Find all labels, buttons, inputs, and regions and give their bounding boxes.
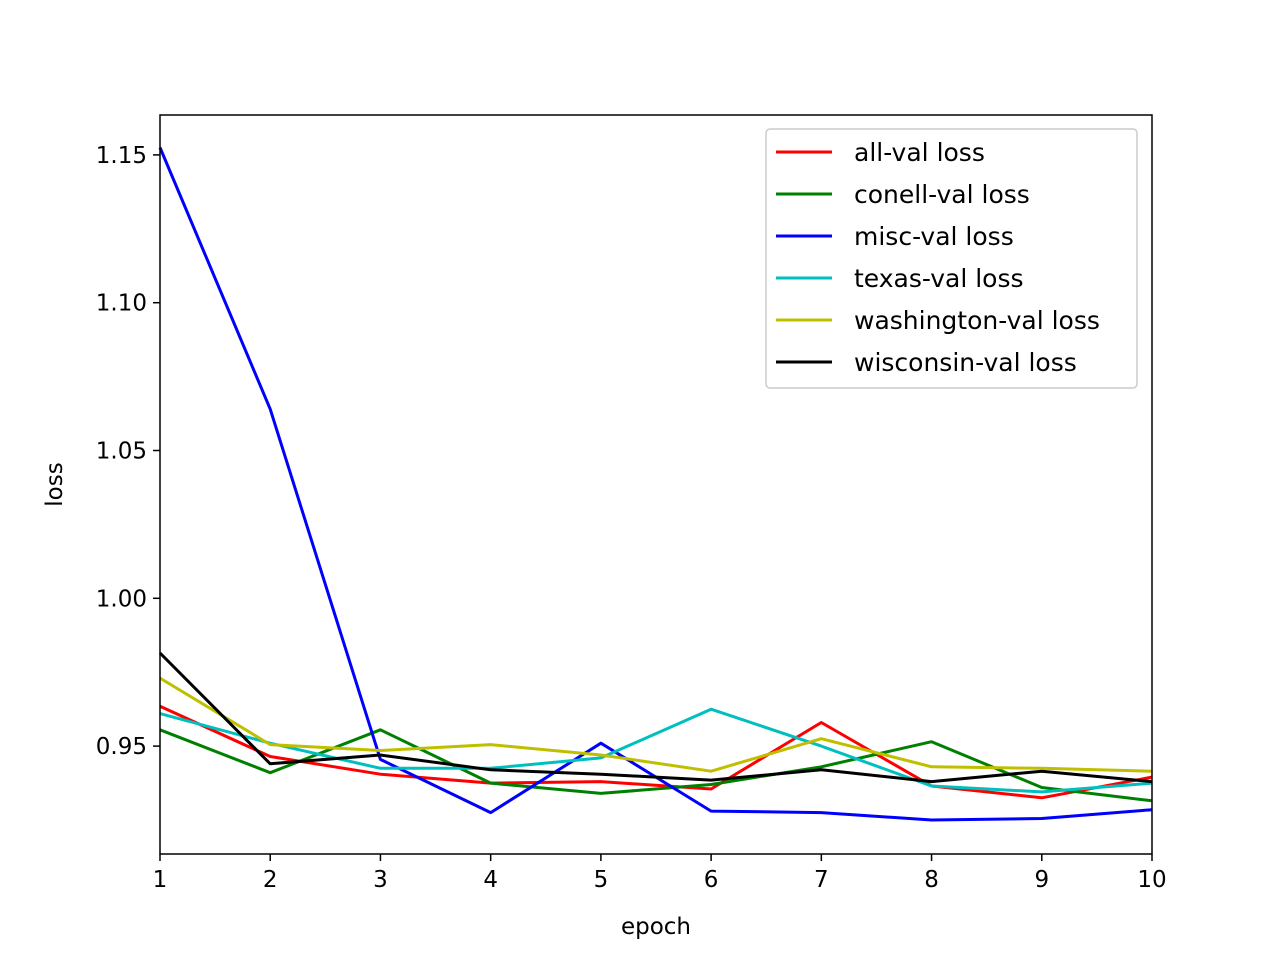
legend-label: all-val loss — [854, 138, 985, 167]
series-line-5 — [158, 651, 1153, 784]
series-line-3 — [159, 707, 1153, 794]
y-tick-label: 0.95 — [96, 734, 147, 760]
x-tick-label: 5 — [594, 867, 609, 893]
x-axis: 1 2 3 4 5 6 7 8 9 10 — [153, 854, 1167, 893]
x-tick-label: 6 — [704, 867, 719, 893]
legend-label: wisconsin-val loss — [854, 348, 1077, 377]
legend-label: texas-val loss — [854, 264, 1024, 293]
plot-frame — [159, 114, 1153, 855]
x-axis-label: epoch — [621, 914, 691, 940]
x-tick-label: 1 — [153, 867, 168, 893]
legend-label: conell-val loss — [854, 180, 1030, 209]
x-tick-label: 10 — [1137, 867, 1166, 893]
x-tick-label: 3 — [373, 867, 388, 893]
legend: all-val loss conell-val loss misc-val loss… — [765, 128, 1138, 389]
x-tick-label: 9 — [1034, 867, 1049, 893]
y-tick-label: 1.15 — [96, 143, 147, 169]
legend-box — [765, 128, 1138, 389]
series-layer — [158, 146, 1153, 822]
legend-label: misc-val loss — [854, 222, 1014, 251]
x-tick-label: 7 — [814, 867, 829, 893]
y-axis: 0.95 1.00 1.05 1.10 1.15 — [96, 143, 160, 760]
y-tick-label: 1.10 — [96, 291, 147, 317]
y-axis-label: loss — [42, 462, 68, 506]
series-line-0 — [159, 704, 1153, 800]
x-tick-label: 2 — [263, 867, 278, 893]
x-tick-label: 8 — [924, 867, 939, 893]
y-tick-label: 1.05 — [96, 439, 147, 465]
series-line-4 — [159, 676, 1153, 773]
x-tick-label: 4 — [483, 867, 498, 893]
legend-label: washington-val loss — [854, 306, 1100, 335]
series-line-1 — [159, 728, 1153, 803]
y-tick-label: 1.00 — [96, 586, 147, 612]
